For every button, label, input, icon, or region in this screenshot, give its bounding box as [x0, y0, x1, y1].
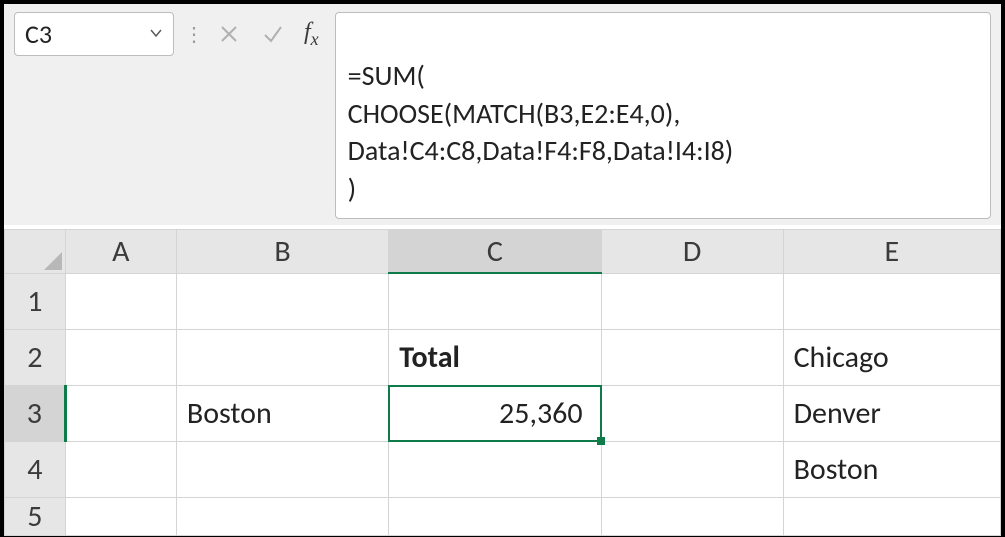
cell-e4[interactable]: Boston — [783, 441, 1000, 497]
select-all-corner[interactable] — [5, 229, 66, 273]
cell-c2[interactable]: Total — [389, 329, 601, 385]
spreadsheet-grid[interactable]: A B C D E 1 2 Total Chicago 3 Boston 25,… — [4, 229, 1001, 536]
cell-e5[interactable] — [783, 497, 1000, 535]
name-box-value: C3 — [25, 18, 52, 50]
cell-d4[interactable] — [601, 441, 783, 497]
row-header-2[interactable]: 2 — [5, 329, 66, 385]
row-header-3[interactable]: 3 — [5, 385, 66, 441]
fill-handle[interactable] — [597, 437, 605, 445]
cell-a4[interactable] — [65, 441, 176, 497]
separator-icon: ⋮ — [184, 12, 204, 56]
cell-d1[interactable] — [601, 273, 783, 329]
cell-a5[interactable] — [65, 497, 176, 535]
cell-a3[interactable] — [65, 385, 176, 441]
fx-icon[interactable]: fx — [304, 19, 319, 50]
col-header-c[interactable]: C — [389, 229, 601, 273]
row-header-5[interactable]: 5 — [5, 497, 66, 535]
row-2: 2 Total Chicago — [5, 329, 1001, 385]
col-header-e[interactable]: E — [783, 229, 1000, 273]
cell-b3[interactable]: Boston — [176, 385, 388, 441]
formula-text: =SUM( CHOOSE(MATCH(B3,E2:E4,0), Data!C4:… — [348, 58, 734, 206]
cell-d3[interactable] — [601, 385, 783, 441]
row-5: 5 — [5, 497, 1001, 535]
cell-e3[interactable]: Denver — [783, 385, 1000, 441]
name-box[interactable]: C3 — [14, 12, 174, 56]
row-1: 1 — [5, 273, 1001, 329]
cell-e2[interactable]: Chicago — [783, 329, 1000, 385]
col-header-d[interactable]: D — [601, 229, 783, 273]
column-header-row: A B C D E — [5, 229, 1001, 273]
row-header-4[interactable]: 4 — [5, 441, 66, 497]
cell-a2[interactable] — [65, 329, 176, 385]
cell-c5[interactable] — [389, 497, 601, 535]
row-4: 4 Boston — [5, 441, 1001, 497]
cell-b4[interactable] — [176, 441, 388, 497]
cell-d2[interactable] — [601, 329, 783, 385]
formula-bar-buttons: fx — [214, 12, 325, 56]
cell-a1[interactable] — [65, 273, 176, 329]
enter-icon[interactable] — [260, 21, 286, 47]
row-3: 3 Boston 25,360 Denver — [5, 385, 1001, 441]
cell-b2[interactable] — [176, 329, 388, 385]
cell-b1[interactable] — [176, 273, 388, 329]
row-header-1[interactable]: 1 — [5, 273, 66, 329]
cell-c1[interactable] — [389, 273, 601, 329]
cell-c4[interactable] — [389, 441, 601, 497]
formula-bar[interactable]: =SUM( CHOOSE(MATCH(B3,E2:E4,0), Data!C4:… — [335, 12, 991, 219]
cell-d5[interactable] — [601, 497, 783, 535]
cancel-icon[interactable] — [216, 21, 242, 47]
cell-b5[interactable] — [176, 497, 388, 535]
col-header-a[interactable]: A — [65, 229, 176, 273]
cell-e1[interactable] — [783, 273, 1000, 329]
cell-c3[interactable]: 25,360 — [389, 385, 601, 441]
col-header-b[interactable]: B — [176, 229, 388, 273]
chevron-down-icon[interactable] — [149, 23, 163, 45]
cell-c3-value: 25,360 — [499, 395, 583, 432]
